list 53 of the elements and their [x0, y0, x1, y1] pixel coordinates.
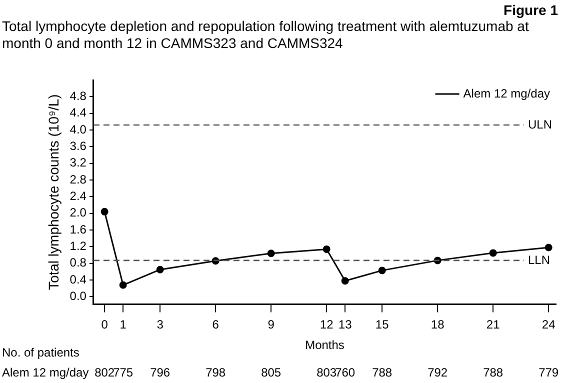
y-tick-label: 4.8: [70, 88, 87, 103]
x-tick-label: 1: [120, 318, 127, 332]
point: [489, 249, 497, 257]
text: 779: [538, 365, 559, 380]
text: 798: [206, 365, 226, 380]
y-tick-label: 0.0: [70, 289, 87, 304]
y-tick-label: 0.8: [70, 256, 87, 270]
point: [341, 277, 349, 285]
x-tick-label: 13: [338, 318, 352, 332]
text: 760: [335, 365, 356, 380]
x-tick-label: 0: [101, 318, 108, 332]
text: 788: [483, 365, 504, 380]
point: [267, 250, 275, 258]
text: No. of patients: [2, 345, 80, 360]
ref-line-label: ULN: [528, 117, 552, 132]
y-tick-label: 2.0: [70, 206, 87, 220]
chart-title: Figure 1: [504, 2, 558, 18]
y-tick-label: 3.2: [70, 156, 87, 170]
legend-label: Alem 12 mg/day: [463, 86, 550, 100]
y-tick-label: 2.8: [70, 172, 87, 186]
text: 796: [150, 365, 170, 380]
point: [322, 245, 330, 253]
x-tick-label: 3: [156, 318, 164, 332]
chart-subtitle: Total lymphocyte depletion and repopulation following treatment with alemtuzumab at month 0 and month 12 in CAMMS323 and CAMMS324: [2, 18, 530, 52]
text: 803: [316, 365, 337, 380]
y-tick-label: 1.2: [70, 239, 87, 254]
x-tick-label: 12: [320, 318, 334, 332]
point: [544, 244, 552, 252]
x-tick-label: 9: [268, 318, 275, 332]
x-tick-label: 24: [542, 318, 556, 332]
point: [119, 281, 127, 289]
x-axis-title: Months: [305, 338, 344, 352]
y-tick-label: 3.6: [70, 138, 87, 153]
point: [156, 266, 164, 274]
x-tick-label: 15: [375, 318, 390, 332]
text: 792: [428, 365, 448, 380]
y-tick-label: 4.0: [70, 122, 87, 136]
text: 805: [261, 365, 282, 380]
text: 788: [372, 365, 392, 380]
point: [100, 208, 108, 216]
x-tick-label: 6: [212, 318, 220, 332]
ref-line-label: LLN: [528, 252, 550, 267]
x-tick-label: 21: [486, 318, 500, 332]
y-tick-label: 1.6: [70, 222, 87, 236]
x-tick-label: 18: [430, 318, 445, 332]
text: 802: [94, 365, 115, 380]
y-tick-label: 4.4: [70, 106, 87, 120]
text: Alem 12 mg/day: [2, 365, 89, 380]
y-tick-label: 0.4: [70, 272, 87, 286]
text: 775: [113, 365, 134, 380]
point: [378, 266, 386, 274]
y-tick-label: 2.4: [70, 188, 87, 203]
y-axis-title: Total lymphocyte counts (10⁹/L): [45, 94, 62, 290]
